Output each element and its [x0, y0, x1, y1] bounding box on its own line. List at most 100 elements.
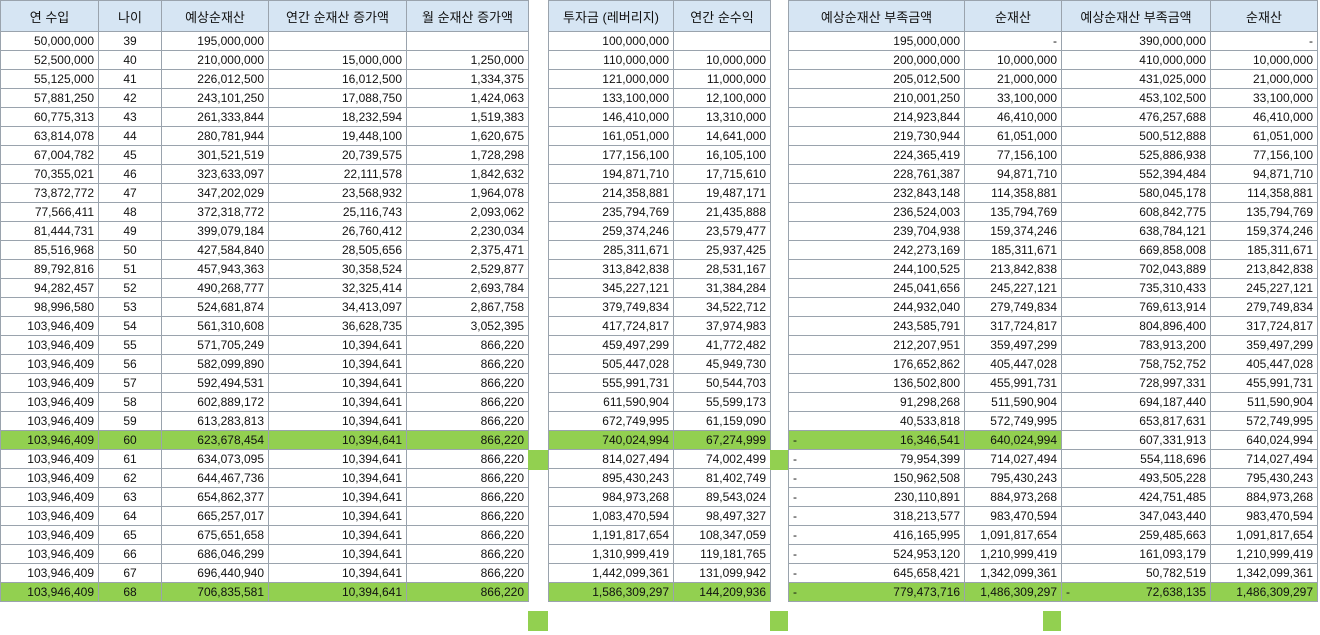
net-asset-cell[interactable]: 795,430,243 [964, 468, 1062, 488]
table-cell[interactable]: 19,487,171 [673, 183, 771, 203]
table-cell[interactable]: 89,543,024 [673, 487, 771, 507]
table-cell[interactable]: 696,440,940 [161, 563, 269, 583]
table-cell[interactable]: 45,949,730 [673, 354, 771, 374]
table-cell[interactable]: 100,000,000 [548, 31, 674, 51]
table-cell[interactable]: 427,584,840 [161, 240, 269, 260]
table-cell[interactable]: 459,497,299 [548, 335, 674, 355]
net-asset-cell[interactable]: 572,749,995 [964, 411, 1062, 431]
table-cell[interactable]: 103,946,409 [0, 582, 99, 602]
net-asset-cell[interactable]: 1,342,099,361 [1210, 563, 1318, 583]
table-cell[interactable]: 866,220 [406, 506, 529, 526]
table-cell[interactable]: 1,442,099,361 [548, 563, 674, 583]
net-asset-cell[interactable]: 279,749,834 [964, 297, 1062, 317]
net-asset-cell[interactable]: 94,871,710 [1210, 164, 1318, 184]
net-asset-cell[interactable]: 795,430,243 [1210, 468, 1318, 488]
table-cell[interactable]: 16,012,500 [268, 69, 407, 89]
shortfall-cell[interactable]: 669,858,008 [1061, 240, 1211, 260]
net-asset-cell[interactable]: 245,227,121 [1210, 278, 1318, 298]
table-cell[interactable]: 51 [98, 259, 162, 279]
table-cell[interactable]: 866,220 [406, 373, 529, 393]
table-cell[interactable]: 98,996,580 [0, 297, 99, 317]
table-cell[interactable]: 55 [98, 335, 162, 355]
shortfall-cell[interactable]: 200,000,000 [788, 50, 965, 70]
table-cell[interactable]: 866,220 [406, 392, 529, 412]
shortfall-cell[interactable]: 702,043,889 [1061, 259, 1211, 279]
net-asset-cell[interactable]: 1,342,099,361 [964, 563, 1062, 583]
table-cell[interactable]: 67 [98, 563, 162, 583]
net-asset-cell[interactable]: 10,000,000 [964, 50, 1062, 70]
table-cell[interactable]: 12,100,000 [673, 88, 771, 108]
table-cell[interactable]: 46 [98, 164, 162, 184]
table-cell[interactable]: 1,586,309,297 [548, 582, 674, 602]
shortfall-cell[interactable]: 243,585,791 [788, 316, 965, 336]
table-cell[interactable]: 623,678,454 [161, 430, 269, 450]
table-cell[interactable]: 866,220 [406, 411, 529, 431]
table-cell[interactable]: 67,274,999 [673, 430, 771, 450]
table-cell[interactable]: 61 [98, 449, 162, 469]
table-cell[interactable]: 103,946,409 [0, 430, 99, 450]
net-asset-cell[interactable]: 983,470,594 [964, 506, 1062, 526]
net-asset-cell[interactable]: 114,358,881 [964, 183, 1062, 203]
shortfall-cell[interactable]: 804,896,400 [1061, 316, 1211, 336]
shortfall-cell[interactable]: 136,502,800 [788, 373, 965, 393]
net-asset-cell[interactable]: 511,590,904 [964, 392, 1062, 412]
net-asset-cell[interactable]: 61,051,000 [964, 126, 1062, 146]
table-cell[interactable]: 73,872,772 [0, 183, 99, 203]
shortfall-cell[interactable]: 232,843,148 [788, 183, 965, 203]
table-cell[interactable]: 210,000,000 [161, 50, 269, 70]
shortfall-cell[interactable]: 500,512,888 [1061, 126, 1211, 146]
table-cell[interactable]: 54 [98, 316, 162, 336]
table-cell[interactable]: 1,424,063 [406, 88, 529, 108]
table-cell[interactable]: 2,529,877 [406, 259, 529, 279]
table-cell[interactable]: 1,191,817,654 [548, 525, 674, 545]
table-cell[interactable]: 644,467,736 [161, 468, 269, 488]
table-cell[interactable]: 866,220 [406, 354, 529, 374]
net-asset-cell[interactable]: 279,749,834 [1210, 297, 1318, 317]
net-asset-cell[interactable]: 135,794,769 [1210, 202, 1318, 222]
table-cell[interactable]: 634,073,095 [161, 449, 269, 469]
table-cell[interactable]: 194,871,710 [548, 164, 674, 184]
shortfall-cell[interactable]: 694,187,440 [1061, 392, 1211, 412]
table-cell[interactable]: 103,946,409 [0, 411, 99, 431]
shortfall-cell[interactable]: 219,730,944 [788, 126, 965, 146]
table-cell[interactable]: 39 [98, 31, 162, 51]
table-cell[interactable]: 214,358,881 [548, 183, 674, 203]
table-cell[interactable]: 10,394,641 [268, 563, 407, 583]
table-cell[interactable]: 41 [98, 69, 162, 89]
net-asset-cell[interactable]: 455,991,731 [964, 373, 1062, 393]
table-cell[interactable]: 10,394,641 [268, 411, 407, 431]
net-asset-cell[interactable]: 1,486,309,297 [1210, 582, 1318, 602]
table-cell[interactable]: 1,310,999,419 [548, 544, 674, 564]
table-cell[interactable]: 10,394,641 [268, 354, 407, 374]
shortfall-cell[interactable]: - 230,110,891 [788, 487, 965, 507]
shortfall-cell[interactable]: 259,485,663 [1061, 525, 1211, 545]
table-cell[interactable]: 103,946,409 [0, 563, 99, 583]
shortfall-cell[interactable]: - 416,165,995 [788, 525, 965, 545]
shortfall-cell[interactable]: 554,118,696 [1061, 449, 1211, 469]
table-cell[interactable]: 571,705,249 [161, 335, 269, 355]
table-cell[interactable]: 866,220 [406, 468, 529, 488]
table-cell[interactable]: 133,100,000 [548, 88, 674, 108]
table-cell[interactable]: 81,402,749 [673, 468, 771, 488]
table-cell[interactable]: 103,946,409 [0, 373, 99, 393]
table-cell[interactable]: 866,220 [406, 544, 529, 564]
table-cell[interactable]: 60,775,313 [0, 107, 99, 127]
table-cell[interactable]: 64 [98, 506, 162, 526]
table-cell[interactable]: 110,000,000 [548, 50, 674, 70]
shortfall-cell[interactable]: 580,045,178 [1061, 183, 1211, 203]
table-cell[interactable]: 10,394,641 [268, 468, 407, 488]
shortfall-cell[interactable]: 244,100,525 [788, 259, 965, 279]
net-asset-cell[interactable]: 714,027,494 [964, 449, 1062, 469]
table-cell[interactable]: 55,125,000 [0, 69, 99, 89]
table-cell[interactable]: 85,516,968 [0, 240, 99, 260]
table-cell[interactable]: 42 [98, 88, 162, 108]
net-asset-cell[interactable]: 511,590,904 [1210, 392, 1318, 412]
net-asset-cell[interactable]: 1,210,999,419 [964, 544, 1062, 564]
net-asset-cell[interactable]: 46,410,000 [1210, 107, 1318, 127]
table-cell[interactable]: 243,101,250 [161, 88, 269, 108]
table-cell[interactable]: 34,413,097 [268, 297, 407, 317]
table-cell[interactable] [406, 31, 529, 51]
net-asset-cell[interactable]: 21,000,000 [964, 69, 1062, 89]
table-cell[interactable]: 103,946,409 [0, 335, 99, 355]
table-cell[interactable]: 17,088,750 [268, 88, 407, 108]
